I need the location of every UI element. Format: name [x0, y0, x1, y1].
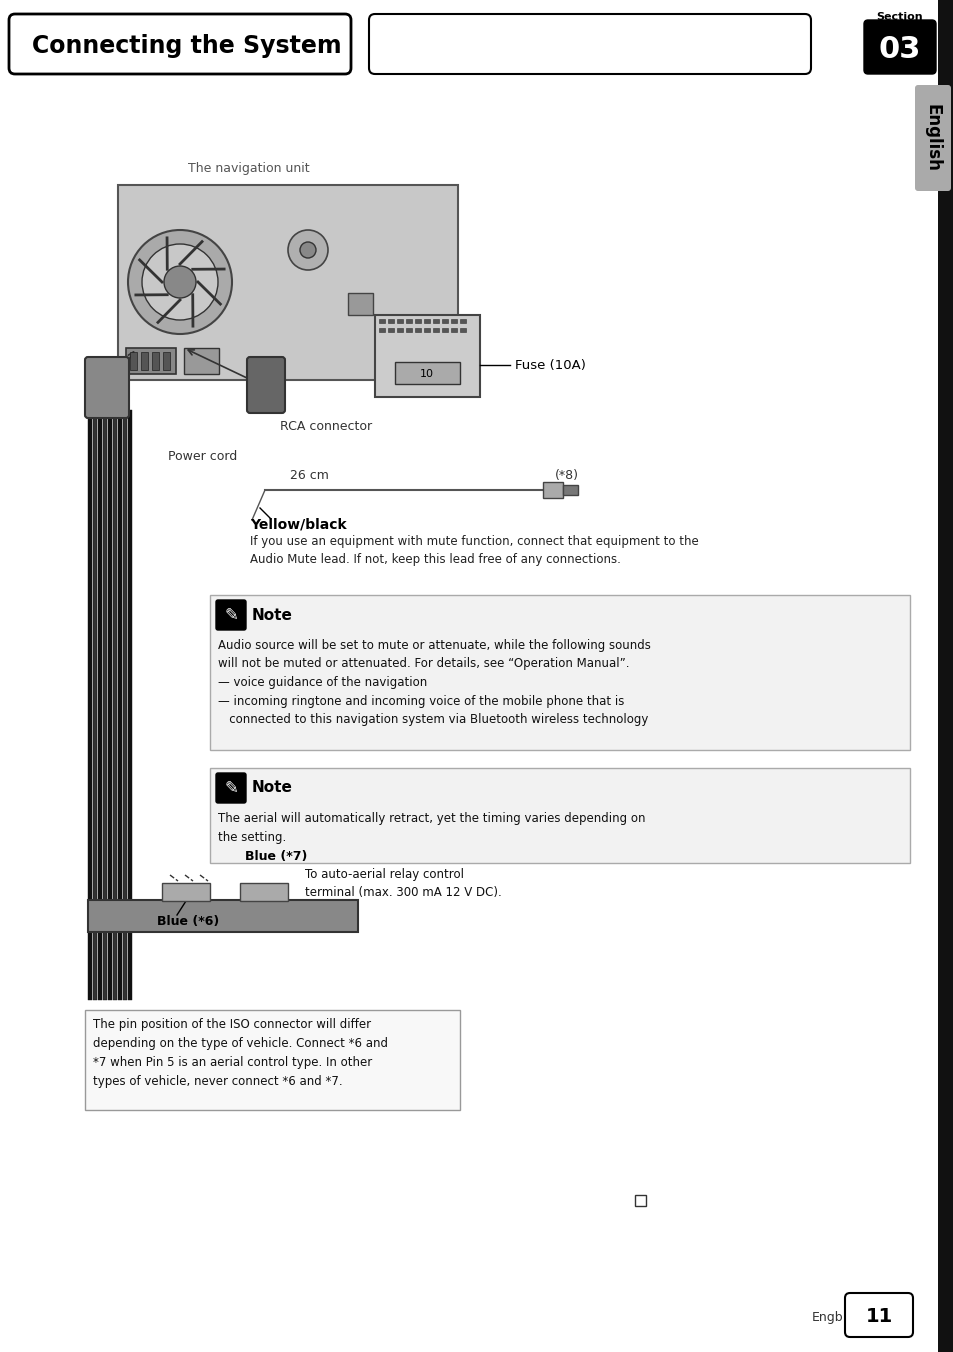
FancyBboxPatch shape: [215, 600, 246, 630]
Text: RCA connector: RCA connector: [280, 420, 372, 433]
Text: ✎: ✎: [224, 779, 237, 796]
Bar: [163, 352, 170, 370]
Bar: [396, 329, 402, 333]
Circle shape: [288, 230, 328, 270]
Text: Connecting the System: Connecting the System: [32, 34, 341, 58]
Text: Note: Note: [252, 607, 293, 622]
FancyBboxPatch shape: [9, 14, 351, 74]
Text: Audio source will be set to mute or attenuate, while the following sounds
will n: Audio source will be set to mute or atte…: [218, 639, 650, 726]
Text: Engb: Engb: [810, 1310, 842, 1324]
Bar: [98, 410, 102, 1000]
FancyBboxPatch shape: [863, 20, 935, 74]
Text: English: English: [923, 104, 941, 172]
Bar: [451, 319, 456, 323]
Text: The navigation unit: The navigation unit: [188, 162, 310, 174]
Bar: [542, 483, 562, 498]
Text: Fuse (10A): Fuse (10A): [515, 358, 585, 372]
Bar: [210, 595, 909, 750]
Bar: [141, 352, 148, 370]
Bar: [388, 329, 394, 333]
Text: 26 cm: 26 cm: [290, 469, 329, 483]
Text: Yellow/black: Yellow/black: [250, 518, 346, 531]
Bar: [433, 329, 438, 333]
Bar: [378, 329, 385, 333]
Bar: [152, 352, 159, 370]
Bar: [562, 485, 578, 495]
Bar: [162, 883, 210, 900]
Bar: [415, 319, 420, 323]
Text: Power cord: Power cord: [168, 450, 237, 462]
Bar: [375, 315, 479, 397]
Bar: [123, 410, 127, 1000]
Bar: [240, 883, 288, 900]
Bar: [937, 0, 953, 1352]
Bar: [108, 410, 112, 1000]
Bar: [85, 1010, 459, 1110]
Text: The pin position of the ISO connector will differ
depending on the type of vehic: The pin position of the ISO connector wi…: [92, 1018, 388, 1088]
Bar: [441, 329, 448, 333]
Bar: [88, 900, 357, 932]
Bar: [406, 319, 412, 323]
Bar: [406, 329, 412, 333]
Bar: [184, 347, 219, 375]
Bar: [88, 410, 91, 1000]
Text: 11: 11: [864, 1307, 892, 1326]
Bar: [118, 185, 457, 380]
Bar: [126, 347, 175, 375]
Bar: [210, 768, 909, 863]
Bar: [118, 410, 122, 1000]
FancyBboxPatch shape: [369, 14, 810, 74]
Bar: [459, 329, 465, 333]
Text: Note: Note: [252, 780, 293, 795]
FancyBboxPatch shape: [914, 85, 950, 191]
Bar: [396, 319, 402, 323]
Text: If you use an equipment with mute function, connect that equipment to the
Audio : If you use an equipment with mute functi…: [250, 535, 698, 566]
FancyBboxPatch shape: [85, 357, 129, 418]
Bar: [459, 319, 465, 323]
Bar: [103, 410, 107, 1000]
Bar: [395, 362, 459, 384]
Bar: [423, 329, 430, 333]
Bar: [433, 319, 438, 323]
Bar: [112, 410, 117, 1000]
Text: (*8): (*8): [555, 469, 578, 483]
Bar: [348, 293, 373, 315]
Bar: [130, 352, 137, 370]
FancyBboxPatch shape: [247, 357, 285, 412]
Text: Section: Section: [876, 12, 923, 22]
Circle shape: [164, 266, 195, 297]
Text: Blue (*7): Blue (*7): [245, 850, 307, 863]
Circle shape: [142, 243, 218, 320]
Bar: [92, 410, 97, 1000]
Bar: [635, 1195, 645, 1206]
Bar: [441, 319, 448, 323]
FancyBboxPatch shape: [215, 773, 246, 803]
Text: ✎: ✎: [224, 606, 237, 625]
Bar: [388, 319, 394, 323]
Bar: [378, 319, 385, 323]
Circle shape: [128, 230, 232, 334]
Text: To auto-aerial relay control
terminal (max. 300 mA 12 V DC).: To auto-aerial relay control terminal (m…: [305, 868, 501, 899]
Circle shape: [299, 242, 315, 258]
Text: 10: 10: [419, 369, 434, 379]
Bar: [423, 319, 430, 323]
Text: 03: 03: [878, 35, 921, 64]
Bar: [128, 410, 132, 1000]
Text: The aerial will automatically retract, yet the timing varies depending on
the se: The aerial will automatically retract, y…: [218, 813, 645, 844]
FancyBboxPatch shape: [844, 1293, 912, 1337]
Bar: [451, 329, 456, 333]
Bar: [415, 329, 420, 333]
Text: Blue (*6): Blue (*6): [157, 915, 219, 927]
